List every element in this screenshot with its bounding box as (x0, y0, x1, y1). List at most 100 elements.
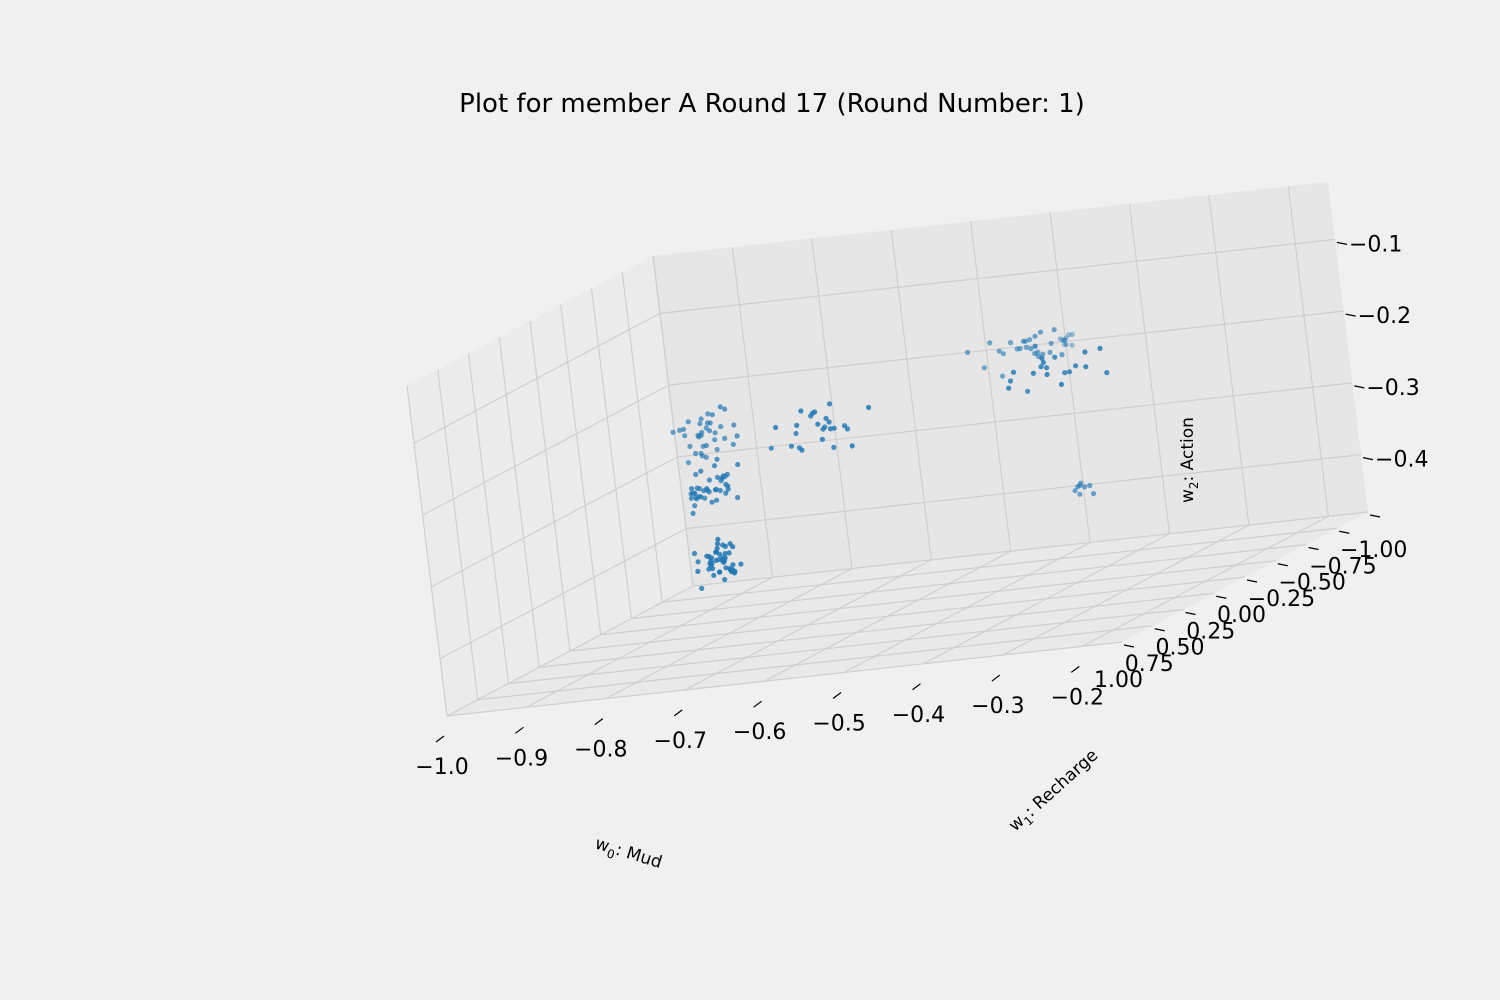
z-tick-label: −0.3 (1366, 376, 1419, 401)
data-point (798, 408, 804, 414)
x-tick-mark (753, 700, 763, 708)
z-axis-index: 2 (1187, 481, 1201, 489)
data-point (1032, 343, 1038, 349)
y-tick-label: 0.00 (1217, 603, 1266, 628)
y-tick-mark (1369, 514, 1381, 518)
y-grid-left (498, 337, 540, 668)
data-point (691, 550, 698, 557)
data-point (1010, 369, 1017, 375)
data-point (1062, 341, 1068, 348)
data-point (699, 585, 705, 592)
data-point (1063, 341, 1069, 347)
y-tick-mark (1216, 595, 1227, 599)
data-point (704, 553, 710, 559)
data-point (1044, 371, 1050, 378)
data-point (730, 441, 736, 447)
x-tick-label: −0.8 (574, 738, 627, 763)
data-point (1032, 333, 1038, 339)
y-tick-mark (1277, 563, 1288, 567)
data-point (1006, 385, 1012, 391)
y-tick-mark (1185, 611, 1196, 616)
data-point (768, 445, 774, 451)
data-point (794, 422, 800, 428)
back-pane (653, 182, 1368, 586)
data-point (1007, 340, 1014, 346)
y-grid-floor (662, 527, 1338, 603)
data-point (703, 425, 709, 431)
data-point (704, 486, 710, 492)
data-point (714, 545, 720, 551)
y-tick-mark (1154, 628, 1165, 632)
x-tick-label: −0.9 (495, 746, 548, 771)
data-point (1057, 336, 1063, 342)
x-tick-mark (912, 683, 921, 691)
data-point (726, 550, 732, 556)
data-point (711, 572, 717, 579)
data-point (705, 411, 711, 417)
data-point (823, 415, 829, 421)
data-point (965, 349, 971, 355)
y-tick-label: −0.50 (1279, 571, 1346, 596)
data-point (711, 463, 718, 469)
y-grid-floor (539, 592, 1215, 668)
data-point (698, 416, 704, 422)
x-tick-mark (832, 691, 842, 699)
data-point (714, 541, 721, 547)
y-grid-left (529, 320, 571, 652)
data-point (704, 420, 711, 426)
data-point (734, 433, 740, 439)
z-grid-left (413, 312, 661, 444)
data-point (700, 443, 706, 449)
data-point (1063, 335, 1069, 341)
data-point (788, 443, 795, 449)
y-grid-left (652, 255, 694, 587)
data-point (723, 490, 729, 496)
data-point (717, 404, 723, 410)
x-tick-mark (1070, 665, 1080, 673)
y-tick-label: −1.00 (1340, 538, 1407, 563)
data-point (1069, 331, 1075, 337)
y-tick-label: 0.25 (1186, 619, 1235, 644)
data-point (1027, 337, 1033, 343)
y-grid-floor (692, 511, 1369, 587)
data-point (693, 494, 699, 500)
data-point (722, 435, 728, 441)
x-grid-back (970, 221, 1012, 552)
data-point (702, 495, 708, 501)
data-point (1073, 363, 1079, 369)
z-tick-label: −0.4 (1375, 448, 1428, 473)
z-tick-label: −0.1 (1349, 232, 1402, 257)
z-tick-mark (1362, 457, 1374, 461)
x-tick-mark (515, 726, 524, 734)
data-point (822, 424, 828, 430)
data-point (677, 427, 683, 433)
data-point (729, 566, 736, 573)
z-grid-left (431, 456, 678, 588)
data-point (1097, 345, 1103, 351)
data-point (827, 426, 834, 432)
data-point (1030, 370, 1036, 376)
z-tick-mark (1336, 241, 1348, 245)
data-point (690, 510, 696, 516)
x-tick-label: −0.2 (1051, 685, 1104, 710)
data-point (697, 421, 703, 427)
data-point (690, 490, 696, 496)
x-grid-back (890, 229, 932, 560)
data-point (1087, 482, 1093, 489)
data-point (720, 542, 726, 548)
data-point (716, 569, 723, 575)
data-point (1066, 332, 1072, 338)
x-tick-label: −0.6 (733, 720, 786, 745)
y-grid-floor (477, 625, 1153, 701)
data-point (1023, 344, 1029, 350)
data-point (1028, 346, 1034, 352)
y-grid-left (560, 304, 602, 635)
x-tick-label: −1.0 (415, 755, 468, 780)
data-point (717, 551, 723, 557)
data-point (1040, 351, 1046, 357)
data-point (1048, 340, 1054, 346)
y-tick-label: −0.75 (1309, 554, 1376, 579)
y-grid-left (590, 288, 633, 619)
data-point (796, 445, 803, 451)
data-point (996, 348, 1002, 354)
